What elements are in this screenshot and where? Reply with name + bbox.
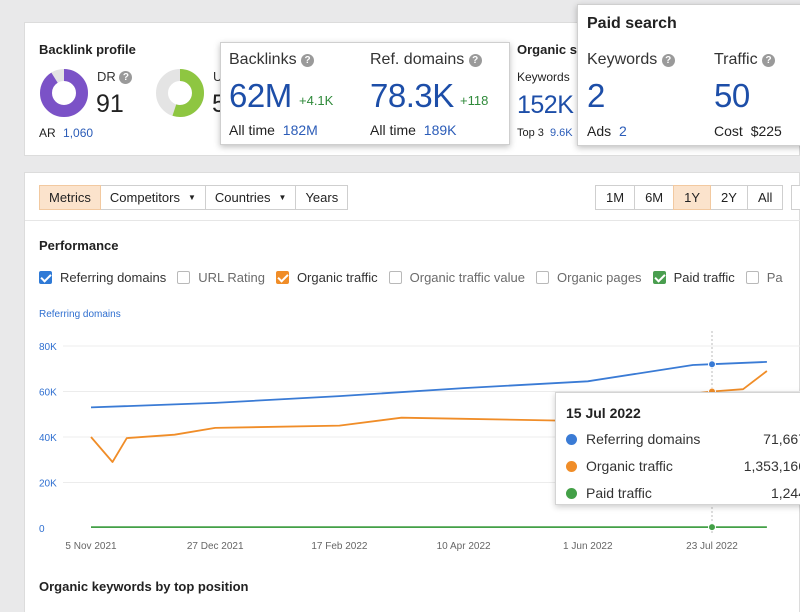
x-tick-label: 27 Dec 2021 [187,541,244,552]
ads-value-link[interactable]: 2 [619,123,627,139]
backlinks-value[interactable]: 62M [229,77,292,114]
ref-domains-label: Ref. domains [370,51,465,68]
checkbox-url-rating[interactable]: URL Rating [177,270,265,285]
ar-label: AR [39,126,56,140]
dr-label: DR [97,69,116,84]
tooltip-row: Organic traffic 1,353,166 [566,458,800,474]
paid-search-popup: Paid search Keywords ? 2 Ads 2 Traffic ?… [577,4,800,146]
ar-value-link[interactable]: 1,060 [63,126,94,140]
checkbox-box[interactable] [39,271,52,284]
chart-options-button[interactable] [791,185,800,210]
y-tick-label: 20K [39,479,57,490]
checkbox-box[interactable] [275,271,289,284]
performance-title: Performance [39,238,119,253]
tooltip-row: Paid traffic 1,244 [566,485,800,501]
series-dot-icon [566,488,577,499]
checkbox-organic-traffic[interactable]: Organic traffic [275,270,378,285]
ur-donut-icon [156,69,204,117]
ur-label: U [213,69,223,84]
checkbox-organic-traffic-value[interactable]: Organic traffic value [388,270,525,285]
range-selector: 1M 6M 1Y 2Y All [595,185,784,210]
backlinks-delta: +4.1K [299,93,334,108]
backlinks-all-time-label: All time [229,122,275,138]
performance-chart[interactable]: 80K 60K 40K 20K 0 5 Nov 2021 27 Dec 2021 17 Feb… [25,173,800,573]
view-tabs: Metrics Competitors ▼ Countries ▼ Years [39,185,349,210]
range-all-button[interactable]: All [746,185,784,210]
x-tick-label: 17 Feb 2022 [311,541,368,552]
paid-keywords-value[interactable]: 2 [587,77,605,114]
cost-value: $225 [750,123,782,139]
help-icon[interactable]: ? [119,71,133,84]
x-tick-label: 23 Jul 2022 [686,541,738,552]
cost-label: Cost [714,123,743,139]
backlinks-popup: Backlinks ? 62M +4.1K All time 182M Ref.… [220,42,510,145]
series-dot-icon [566,434,577,445]
checkbox-box[interactable] [652,271,666,284]
ref-domains-value[interactable]: 78.3K [370,77,454,114]
range-6m-button[interactable]: 6M [634,185,675,210]
tooltip-date: 15 Jul 2022 [566,405,641,421]
backlink-profile-title: Backlink profile [39,42,136,57]
organic-search-title: Organic s [517,42,577,57]
ads-label: Ads [587,123,612,139]
organic-keywords-title: Organic keywords by top position [39,579,249,594]
checkbox-box[interactable] [388,271,402,284]
x-tick-label: 10 Apr 2022 [437,541,491,552]
series-dot-icon [566,461,577,472]
help-icon[interactable]: ? [468,54,482,67]
backlinks-label: Backlinks [229,51,297,68]
paid-keywords-label: Keywords [587,51,658,68]
paid-traffic-label: Traffic [714,51,758,68]
tab-metrics[interactable]: Metrics [39,185,101,210]
tooltip-row: Referring domains 71,667 [566,431,800,447]
ref-domains-all-time-label: All time [370,122,416,138]
x-tick-label: 5 Nov 2021 [65,541,117,552]
dr-value: 91 [96,90,124,118]
checkbox-referring-domains[interactable]: Referring domains [39,270,166,285]
y-tick-label: 80K [39,342,57,353]
checkbox-pa[interactable]: Pa [745,270,783,285]
checkbox-box[interactable] [177,271,191,284]
top3-label: Top 3 [517,127,544,139]
performance-card: Metrics Competitors ▼ Countries ▼ Years 1M… [24,172,800,612]
checkbox-box[interactable] [536,271,549,284]
caret-down-icon: ▼ [278,193,287,202]
help-icon[interactable]: ? [762,54,776,67]
hover-point [708,523,716,532]
tab-years[interactable]: Years [295,185,349,210]
hover-point [708,360,716,369]
top3-value-link[interactable]: 9.6K [549,127,573,139]
metric-checkboxes: Referring domains URL Rating Organic tra… [39,270,794,285]
checkbox-organic-pages[interactable]: Organic pages [536,270,642,285]
checkbox-box[interactable] [745,271,759,284]
paid-search-title: Paid search [587,15,677,32]
y-tick-label: 60K [39,388,57,399]
x-tick-label: 1 Jun 2022 [563,541,613,552]
help-icon[interactable]: ? [661,54,675,67]
help-icon[interactable]: ? [301,54,315,67]
y-axis-label: Referring domains [39,309,121,320]
chart-tooltip: 15 Jul 2022 Referring domains 71,667 Org… [555,392,800,505]
ref-domains-all-time-link[interactable]: 189K [423,122,457,138]
checkbox-paid-traffic[interactable]: Paid traffic [652,270,735,285]
ref-domains-delta: +118 [460,93,489,108]
tab-countries[interactable]: Countries ▼ [204,185,297,210]
paid-traffic-value[interactable]: 50 [714,77,750,114]
organic-keywords-label: Keywords [517,70,570,84]
caret-down-icon: ▼ [187,193,196,202]
range-1y-button[interactable]: 1Y [673,185,712,210]
organic-keywords-value[interactable]: 152K [517,91,574,119]
y-tick-label: 0 [39,524,45,535]
divider [25,220,800,221]
dr-donut-icon [40,69,88,117]
y-tick-label: 40K [39,433,57,444]
backlinks-all-time-link[interactable]: 182M [282,122,318,138]
